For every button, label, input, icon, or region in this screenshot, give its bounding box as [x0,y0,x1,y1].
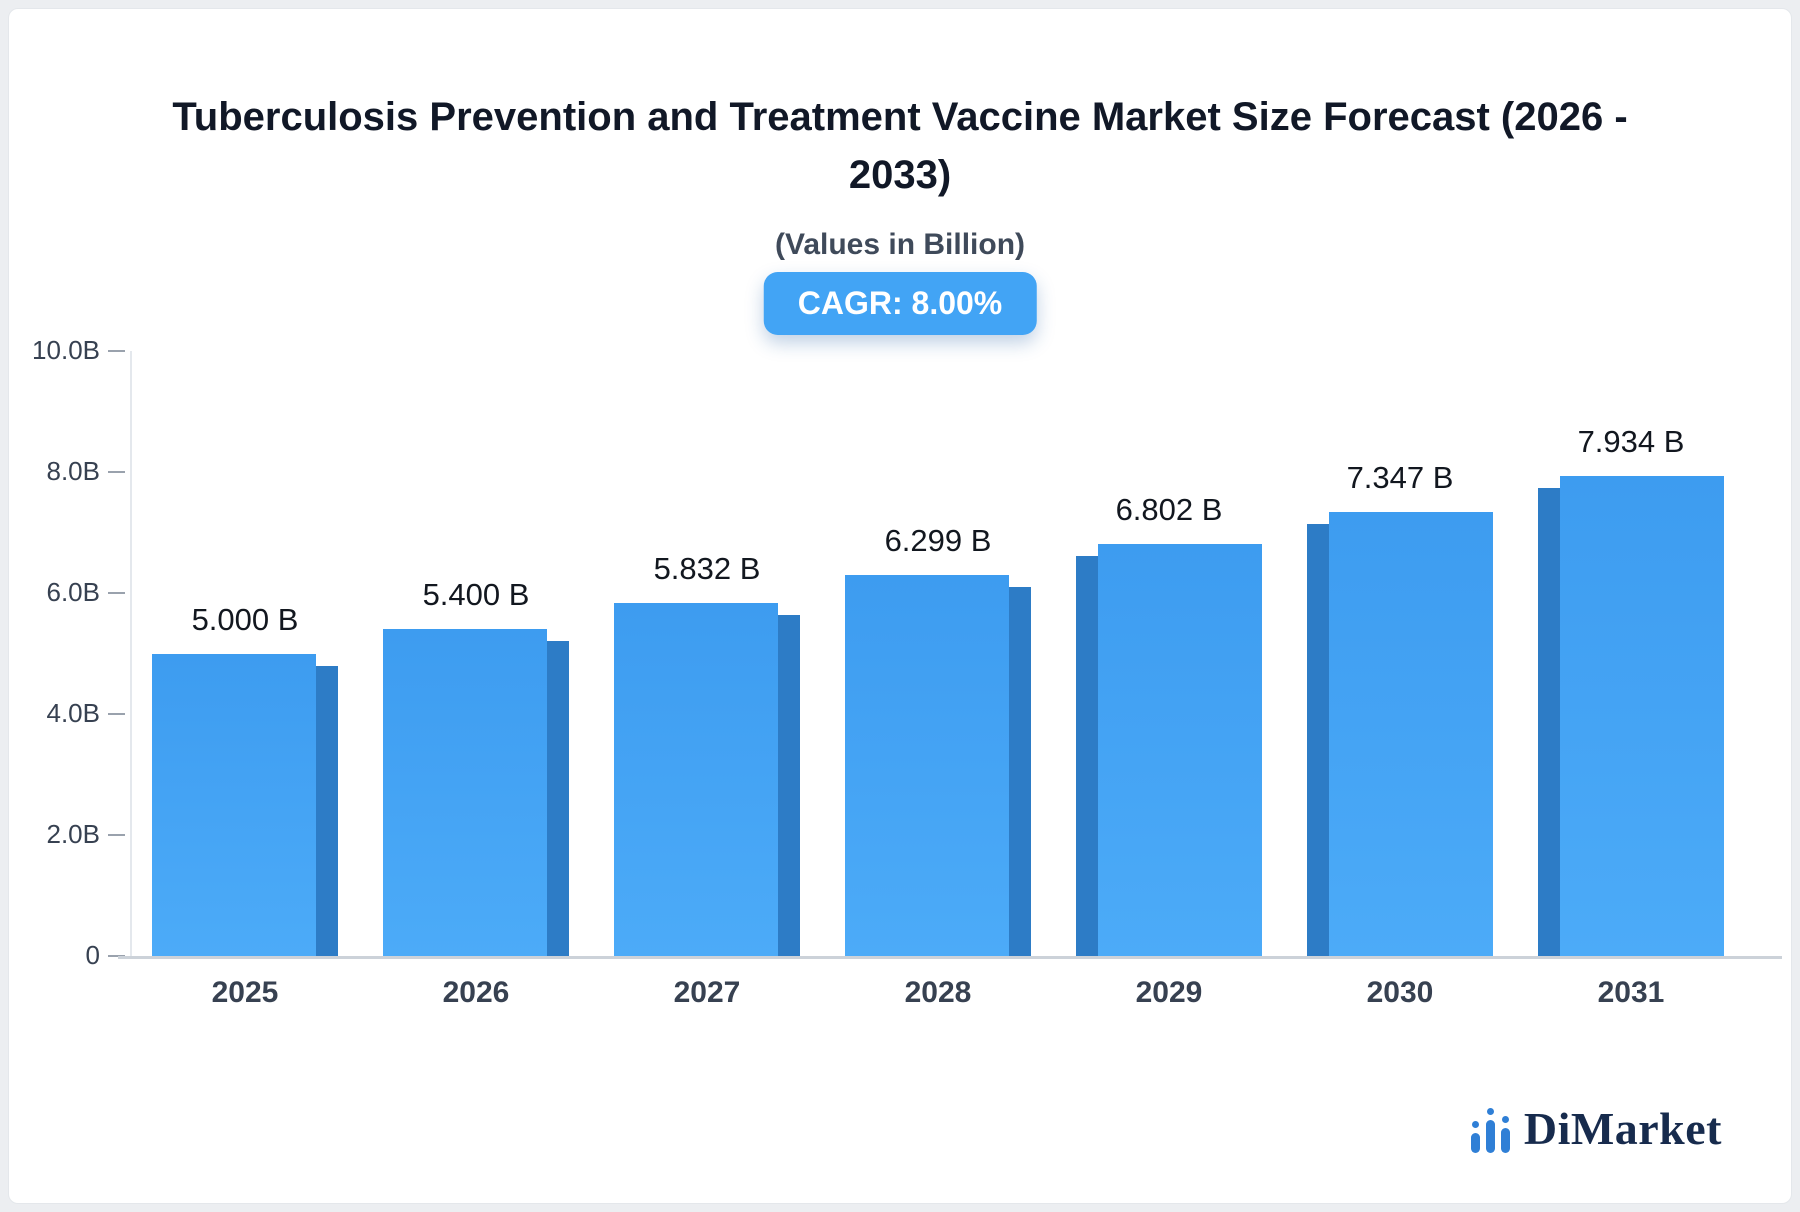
bar-side-face [1009,586,1031,956]
x-axis-line [118,956,1782,959]
bar-side-face [778,615,800,956]
y-axis-tick-label: 4.0B [46,698,101,728]
bar-side-face [1076,556,1098,956]
logo-text: DiMarket [1523,1103,1722,1154]
cagr-badge: CAGR: 8.00% [763,272,1037,335]
bar-value-label: 6.299 B [884,522,992,558]
y-axis-tick-label: 0 [85,940,100,970]
bar [845,574,1009,956]
y-axis-tick-mark [108,592,125,594]
y-axis-tick-mark [108,350,125,352]
y-axis-line [130,351,132,956]
x-axis-label: 2025 [211,976,279,1009]
x-axis-label: 2027 [673,976,741,1009]
logo-bar [1500,1115,1510,1153]
bar-side-face [316,665,338,956]
bar-value-label: 5.000 B [191,601,299,637]
bar [1098,544,1262,956]
y-axis-tick-label: 6.0B [46,577,101,607]
bar-side-face [1307,523,1329,956]
logo-bar [1485,1107,1495,1153]
bar-value-label: 5.400 B [422,577,530,613]
y-axis-tick-label: 8.0B [46,456,101,486]
bar-value-label: 7.934 B [1577,424,1685,459]
logo-bar [1470,1120,1480,1153]
x-axis-label: 2028 [904,976,972,1009]
y-axis-tick-mark [108,834,125,836]
bar-chart-icon [1470,1105,1510,1153]
bar-value-label: 6.802 B [1115,492,1223,528]
x-axis-label: 2031 [1597,976,1665,1009]
dimarket-logo: DiMarket [1470,1102,1722,1155]
bar-value-label: 7.347 B [1346,459,1454,495]
bar-side-face [547,641,569,956]
bar [1329,511,1493,956]
bar [614,603,778,956]
bar [383,629,547,956]
y-axis-tick-mark [108,713,125,715]
x-axis-label: 2026 [442,976,510,1009]
chart-title: Tuberculosis Prevention and Treatment Va… [172,95,1628,197]
chart-subtitle: (Values in Billion) [774,228,1026,261]
y-axis-tick-label: 2.0B [46,819,101,849]
bar [152,653,316,956]
y-axis-tick-label: 10.0B [32,335,100,365]
bar-side-face [1538,488,1560,956]
bar [1560,476,1724,956]
x-axis-label: 2029 [1135,976,1203,1009]
y-axis-tick-mark [108,471,125,473]
x-axis-label: 2030 [1366,976,1434,1009]
bar-value-label: 5.832 B [653,551,761,587]
y-axis-tick-mark [108,955,125,957]
